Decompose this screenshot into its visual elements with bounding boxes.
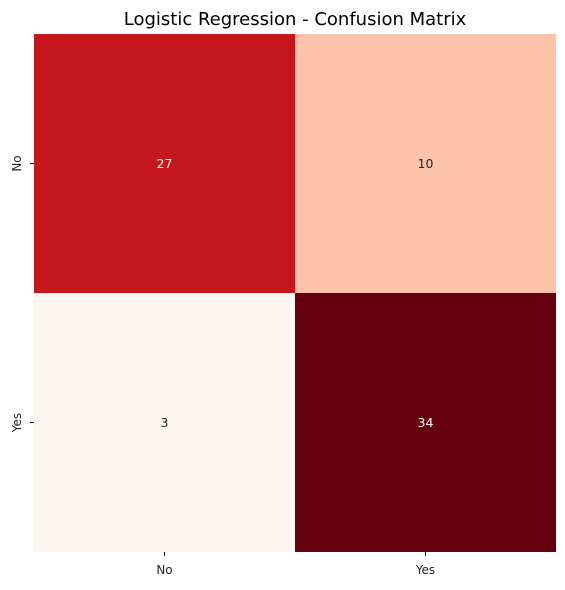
cell-value-label: 3 [161,415,169,430]
cell-value-labels: 27 10 3 34 [157,156,434,430]
y-tick-label: Yes [10,413,24,433]
heatmap-cell-yes-no [34,293,295,552]
x-tick-label: Yes [415,563,435,577]
heatmap-cell-yes-yes [295,293,556,552]
heatmap-cell-no-no [34,34,295,293]
chart-title: Logistic Regression - Confusion Matrix [124,9,467,30]
x-tick-label: No [156,563,172,577]
heatmap-cells [34,34,556,552]
cell-value-label: 10 [418,156,434,171]
cell-value-label: 34 [418,415,434,430]
y-tick-label: No [10,155,24,171]
x-axis: No Yes [156,552,435,577]
cell-value-label: 27 [157,156,173,171]
heatmap-cell-no-yes [295,34,556,293]
y-axis: No Yes [10,155,34,433]
